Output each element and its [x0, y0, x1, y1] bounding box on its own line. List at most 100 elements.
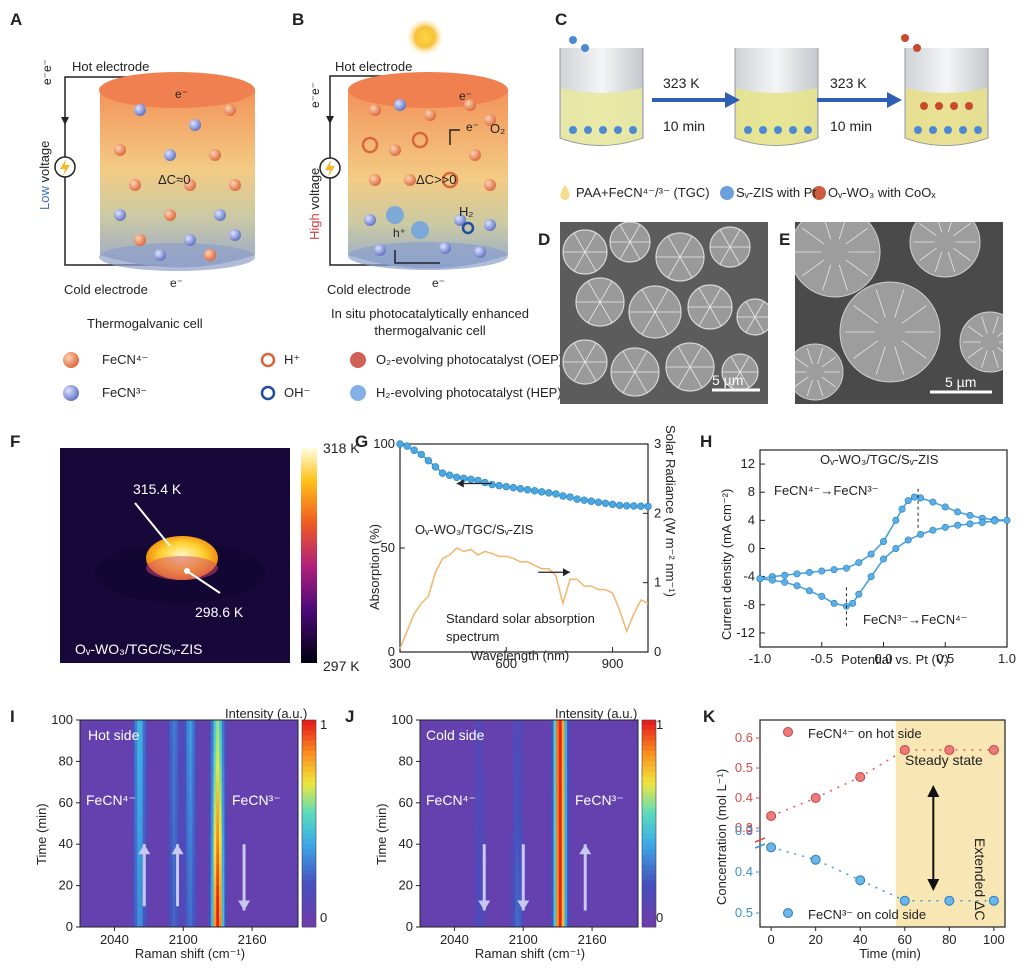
arrow-head — [927, 785, 940, 797]
electron-flow-label: e⁻e⁻ — [308, 81, 322, 108]
heatmap-cell — [561, 885, 565, 897]
colorbar-segment — [302, 901, 316, 907]
y-tick-label: 0.4 — [735, 790, 753, 805]
sun-icon — [405, 20, 445, 57]
heatmap-cell — [515, 740, 519, 752]
heatmap-cell — [221, 885, 225, 897]
i-xlabel: Raman shift (cm⁻¹) — [134, 946, 246, 961]
fecn3-sphere — [189, 119, 201, 131]
heatmap-cell — [191, 875, 195, 886]
heatmap-cell — [191, 802, 195, 814]
heatmap-cell — [218, 916, 222, 928]
heatmap-cell — [131, 906, 135, 917]
heatmap-cell — [518, 792, 522, 804]
absorption-point — [410, 446, 418, 454]
nanosheet — [806, 379, 813, 397]
heatmap-cell — [183, 771, 187, 783]
heatmap-cell — [553, 854, 557, 866]
g-ylabel-right: Solar Radiance (W m⁻² nm⁻¹) — [663, 425, 678, 597]
fecn3-sphere — [154, 249, 166, 261]
heatmap-cell — [145, 720, 149, 731]
heatmap-cell — [218, 802, 222, 814]
heatmap-cell — [137, 761, 141, 773]
colorbar-segment — [642, 735, 656, 742]
heatmap-cell — [512, 740, 516, 752]
heatmap-cell — [553, 916, 557, 928]
fecn3-sphere — [114, 209, 126, 221]
axis-break — [754, 843, 766, 849]
heatmap-cell — [183, 844, 187, 855]
heatmap-cell — [567, 864, 571, 876]
heatmap-cell — [561, 792, 565, 804]
heatmap-cell — [191, 792, 195, 804]
heatmap-cell — [183, 906, 187, 917]
heatmap-cell — [210, 730, 214, 741]
heatmap-cell — [145, 792, 149, 804]
panel-label-d: D — [538, 230, 551, 249]
heatmap-cell — [224, 864, 228, 876]
heatmap-cell — [561, 730, 565, 741]
fecn4-sphere — [469, 149, 481, 161]
panel-label-f: F — [10, 432, 21, 451]
heatmap-cell — [145, 916, 149, 928]
heatmap-cell — [186, 761, 190, 773]
heatmap-cell — [474, 761, 478, 773]
heatmap-cell — [180, 844, 184, 855]
colorbar-segment — [642, 730, 656, 736]
heatmap-cell — [558, 906, 562, 917]
heatmap-cell — [208, 761, 212, 773]
panel-label-a: A — [10, 10, 23, 29]
heatmap-cell — [142, 823, 146, 835]
heatmap-cell — [208, 885, 212, 897]
step1-temperature: 323 K — [663, 75, 700, 91]
heatmap-cell — [518, 885, 522, 897]
heatmap-cell — [564, 720, 568, 731]
heatmap-cell — [512, 885, 516, 897]
heatmap-cell — [474, 813, 478, 824]
y-tick-label: 0.5 — [735, 760, 753, 775]
heatmap-cell — [509, 854, 513, 866]
heatmap-cell — [474, 823, 478, 835]
cv-point — [818, 567, 826, 575]
heatmap-cell — [218, 864, 222, 876]
heatmap-cell — [216, 854, 220, 866]
heatmap-cell — [191, 720, 195, 731]
heatmap-cell — [178, 854, 182, 866]
nanosheet — [853, 340, 879, 359]
nanosheet — [838, 264, 848, 291]
absorption-point — [538, 488, 546, 496]
heatmap-cell — [224, 823, 228, 835]
cold-series-point — [810, 854, 821, 865]
heatmap-cell — [221, 864, 225, 876]
heatmap-cell — [515, 864, 519, 876]
heatmap-cell — [191, 864, 195, 876]
colorbar-segment — [302, 864, 316, 871]
heatmap-cell — [479, 916, 483, 928]
heatmap-cell — [208, 720, 212, 731]
cv-point — [781, 578, 789, 586]
heatmap-cell — [194, 813, 198, 824]
heatmap-cell — [518, 771, 522, 783]
panel-label-i: I — [10, 707, 15, 726]
heatmap-cell — [137, 782, 141, 793]
absorption-point — [594, 498, 603, 506]
heatmap-cell — [137, 813, 141, 824]
petal — [619, 241, 631, 260]
heatmap-cell — [139, 875, 143, 886]
x-tick-label: 900 — [602, 656, 624, 671]
nanosheet — [953, 223, 971, 237]
heatmap-cell — [512, 864, 516, 876]
h-xlabel: Potential vs. Pt (V) — [841, 652, 949, 667]
heatmap-cell — [194, 823, 198, 835]
heatmap-cell — [567, 761, 571, 773]
cold-series-point — [855, 875, 866, 886]
heatmap-cell — [180, 802, 184, 814]
sphere-particle — [795, 222, 881, 298]
heatmap-cell — [553, 895, 557, 907]
i-left-species: FeCN⁴⁻ — [86, 792, 136, 808]
heatmap-cell — [186, 813, 190, 824]
heatmap-cell — [515, 875, 519, 886]
heatmap-cell — [518, 813, 522, 824]
y-tick-label: 0 — [406, 919, 413, 934]
szis-particle — [581, 44, 589, 52]
